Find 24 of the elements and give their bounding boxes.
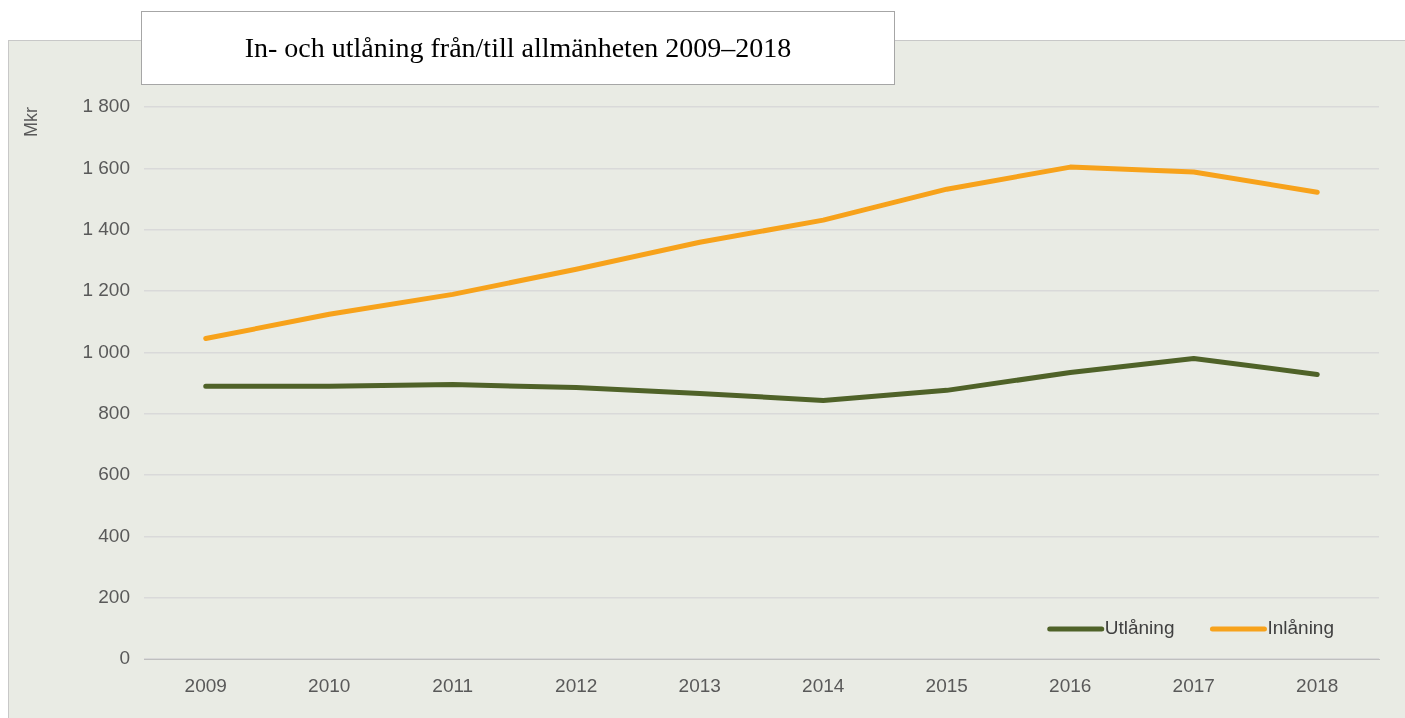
y-tick-label: 400: [98, 524, 130, 546]
y-tick-label: 1 800: [82, 95, 130, 117]
y-tick-label: 600: [98, 463, 130, 485]
y-tick-label: 800: [98, 401, 130, 423]
x-tick-label: 2016: [1049, 674, 1092, 696]
x-tick-label: 2012: [555, 674, 598, 696]
y-tick-label: 1 600: [82, 156, 130, 178]
y-tick-label: 1 000: [82, 340, 130, 362]
x-tick-label: 2013: [678, 674, 721, 696]
y-tick-label: 200: [98, 585, 130, 607]
y-tick-label: 0: [119, 647, 130, 669]
legend-label: Utlåning: [1104, 617, 1175, 639]
x-tick-label: 2010: [308, 674, 351, 696]
chart-title: In- och utlåning från/till allmänheten 2009–2018: [141, 11, 895, 85]
x-tick-label: 2011: [432, 674, 474, 696]
x-tick-label: 2015: [925, 674, 968, 696]
legend-label: Inlåning: [1267, 617, 1335, 639]
x-tick-label: 2014: [802, 674, 845, 696]
x-tick-label: 2009: [184, 674, 227, 696]
y-tick-label: 1 400: [82, 217, 130, 239]
x-tick-label: 2017: [1172, 674, 1215, 696]
y-tick-label: 1 200: [82, 279, 130, 301]
x-tick-label: 2018: [1296, 674, 1339, 696]
y-axis-title: Mkr: [20, 107, 41, 137]
